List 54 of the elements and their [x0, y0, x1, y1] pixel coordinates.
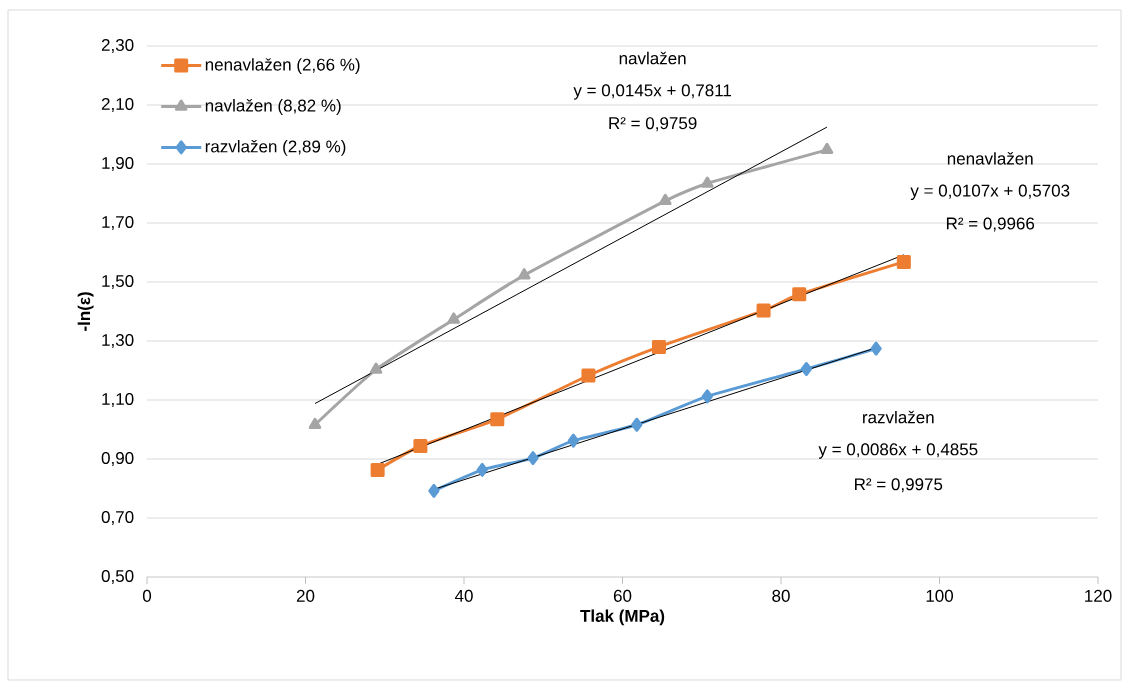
annotation: y = 0,0145x + 0,7811 — [573, 84, 732, 100]
y-tick-label: 1,70 — [102, 215, 134, 230]
annotation: nenavlažen — [947, 152, 1033, 165]
point — [701, 389, 713, 404]
point — [370, 462, 385, 477]
y-tick-label: 0,50 — [101, 569, 134, 584]
y-tick-label: 1,90 — [102, 156, 134, 171]
point — [581, 368, 596, 383]
point — [659, 193, 672, 206]
x-tick-label: 0 — [142, 589, 152, 602]
point — [651, 339, 666, 354]
y-tick-label: 1,10 — [102, 392, 134, 407]
annotation: navlažen — [619, 51, 686, 65]
x-axis-title: Tlak (MPa) — [580, 609, 665, 626]
point — [756, 303, 771, 318]
x-tick-label: 80 — [772, 589, 790, 602]
point — [527, 451, 539, 466]
y-tick-label: 2,10 — [101, 97, 134, 112]
point — [800, 362, 812, 377]
point — [870, 341, 882, 356]
x-tick-label: 120 — [1085, 589, 1112, 602]
point — [792, 287, 807, 302]
point — [517, 268, 531, 280]
x-tick-label: 100 — [926, 589, 954, 602]
point — [567, 433, 579, 448]
point — [413, 439, 428, 453]
point — [490, 412, 505, 427]
annotation: R² = 0,9759 — [609, 117, 697, 132]
y-tick-label: 0,90 — [101, 451, 134, 466]
y-tick-label: 2,30 — [101, 38, 134, 53]
annotation: y = 0,0086x + 0,4855 — [818, 443, 978, 459]
annotation: R² = 0,9975 — [855, 478, 943, 493]
point — [428, 483, 440, 498]
x-tick-label: 60 — [613, 589, 632, 602]
y-axis-title: -ln(ε) — [77, 292, 94, 331]
annotation: razvlažen — [863, 410, 934, 424]
point — [820, 142, 834, 155]
point — [631, 417, 643, 432]
annotation: R² = 0,9966 — [946, 217, 1035, 232]
point — [896, 254, 911, 269]
y-tick-label: 0,70 — [101, 510, 134, 525]
legend-label: nenavlažen (2,66 %) — [205, 58, 360, 75]
y-tick-label: 1,50 — [102, 274, 134, 289]
point — [447, 312, 460, 324]
point — [701, 176, 714, 188]
x-tick-label: 40 — [454, 589, 473, 602]
legend-label: navlažen (8,82 %) — [205, 99, 341, 115]
legend-label: razvlažen (2,89 %) — [205, 139, 346, 156]
x-tick-label: 20 — [296, 589, 315, 602]
point — [369, 362, 383, 374]
y-tick-label: 1,30 — [102, 333, 134, 348]
point — [476, 462, 488, 477]
point — [308, 417, 322, 430]
annotation: y = 0,0107x + 0,5703 — [910, 184, 1070, 201]
